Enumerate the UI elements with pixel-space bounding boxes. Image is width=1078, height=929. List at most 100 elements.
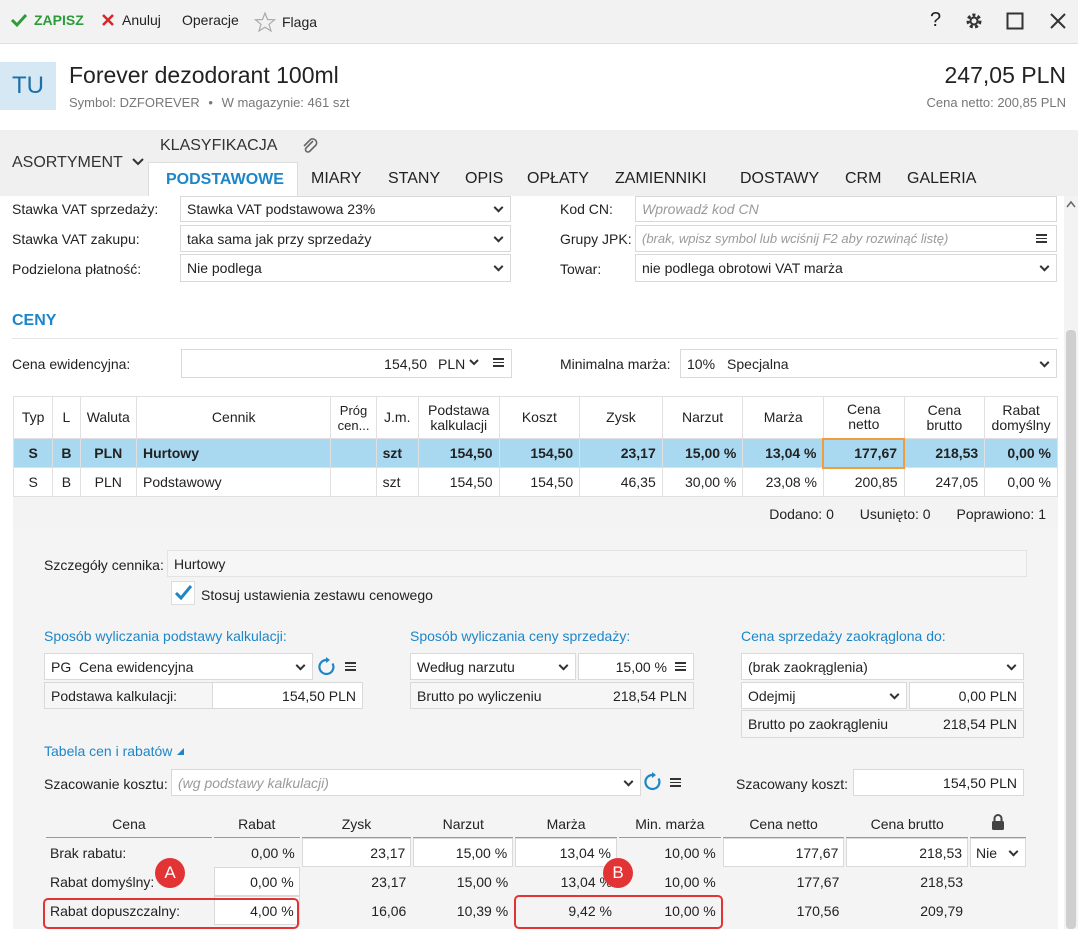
col-header[interactable]: Zysk [579,396,663,439]
rounding-amount-value: 0,00 PLN [958,687,1017,704]
tab-dostawy[interactable]: DOSTAWY [740,170,820,187]
cell-markup: 15,00 % [661,438,744,468]
cell-rebate[interactable]: 0,00 % [213,867,300,896]
menu-icon[interactable] [493,358,504,367]
menu-icon[interactable] [1036,234,1047,243]
tab-crm[interactable]: CRM [845,170,882,187]
tab-opis[interactable]: OPIS [465,170,504,187]
col-header[interactable]: Narzut [661,396,744,439]
collapse-arrow-icon [177,748,185,755]
cell-net-price[interactable]: 177,67 [722,838,845,867]
cell-markup[interactable]: 15,00 % [413,838,514,867]
col-header[interactable]: Podstawa kalkulacji [417,396,500,439]
scroll-up-icon[interactable] [1066,200,1076,208]
evidence-price-input[interactable]: 154,50 [181,349,512,378]
col-header: Narzut [413,810,514,838]
vat-sale-select[interactable]: Stawka VAT podstawowa 23% [180,196,511,222]
cn-code-placeholder: Wprowadź kod CN [642,201,759,217]
split-payment-select[interactable]: Nie podlega [180,254,511,282]
cell-margin[interactable]: 13,04 % [515,838,617,867]
tab-klasyfikacja[interactable]: KLASYFIKACJA [160,137,278,154]
calc-base-value: Cena ewidencyjna [79,658,194,675]
lock-select[interactable]: Nie [970,838,1026,867]
table-row[interactable]: S B PLN Podstawowy szt 154,50 154,50 46,… [12,467,1058,497]
rounding-amount-input[interactable]: 0,00 PLN [909,682,1024,709]
cost-estimate-select[interactable]: (wg podstawy kalkulacji) [171,769,641,796]
cell-l: B [52,467,81,497]
cn-code-input[interactable]: Wprowadź kod CN [635,196,1057,222]
col-header[interactable]: J.m. [375,396,419,439]
col-header[interactable]: Cennik [135,396,332,439]
col-header[interactable]: Próg cen... [330,396,377,439]
tab-zamienniki[interactable]: ZAMIENNIKI [615,170,707,187]
cancel-button[interactable]: Anuluj [100,12,161,28]
window-close-button[interactable] [1049,12,1067,30]
col-header[interactable]: L [52,396,81,439]
operations-button[interactable]: Operacje [182,12,239,28]
currency-select[interactable]: PLN [438,356,465,372]
sale-percent-input[interactable]: 15,00 % [578,653,694,680]
calc-base-select[interactable]: PG Cena ewidencyjna [44,653,313,680]
tab-oplaty[interactable]: OPŁATY [527,170,589,187]
col-header[interactable]: Marża [742,396,824,439]
rounding-select[interactable]: (brak zaokrąglenia) [741,653,1024,680]
added-label: Dodano: [769,506,823,522]
calc-base-amount[interactable]: 154,50 PLN [212,682,363,709]
menu-icon[interactable] [675,662,686,671]
tab-podstawowe[interactable]: PODSTAWOWE [148,162,298,196]
vat-buy-select[interactable]: taka sama jak przy sprzedaży [180,225,511,252]
tab-miary[interactable]: MIARY [311,170,362,187]
col-header[interactable]: Rabat domyślny [984,396,1058,439]
col-header[interactable]: Cena netto [822,396,905,439]
table-row[interactable]: S B PLN Hurtowy szt 154,50 154,50 23,17 … [12,437,1058,469]
scrollbar-thumb[interactable] [1066,330,1076,929]
cell-markup: 15,00 % [456,873,509,890]
col-header: Min. marża [618,810,721,838]
product-meta: Symbol: DZFOREVER • W magazynie: 461 szt [69,95,349,110]
cell-profit: 16,06 [371,902,407,919]
tab-galeria[interactable]: GALERIA [907,170,977,187]
rounding-op-select[interactable]: Odejmij [741,682,907,709]
refresh-icon[interactable] [643,772,663,792]
estimated-cost-input[interactable]: 154,50 PLN [853,769,1024,796]
cell-markup: 30,00 % [661,467,744,497]
help-button[interactable]: ? [930,9,941,32]
details-label: Szczegóły cennika: [44,557,164,573]
assortment-menu[interactable]: ASORTYMENT [12,154,145,172]
tab-stany[interactable]: STANY [388,170,441,187]
goods-select[interactable]: nie podlega obrotowi VAT marża [635,254,1057,282]
cell-gross-price[interactable]: 218,53 [846,838,969,867]
chevron-down-icon [623,776,634,787]
menu-icon[interactable] [345,662,356,671]
jpk-group-input[interactable]: (brak, wpisz symbol lub wciśnij F2 aby r… [635,225,1057,252]
menu-icon[interactable] [670,778,681,787]
settings-button[interactable] [964,11,984,31]
change-counters: Dodano: 0 Usunięto: 0 Poprawiono: 1 [769,506,1046,522]
vat-buy-value: taka sama jak przy sprzedaży [187,230,372,247]
cell-rebate[interactable]: 4,00 % [213,896,300,925]
cell-pricelist: Hurtowy [135,438,332,468]
maximize-button[interactable] [1006,12,1024,30]
cell-cost: 154,50 [498,467,581,497]
cell-profit[interactable]: 23,17 [301,838,412,867]
flag-button[interactable]: Flaga [254,12,317,32]
cell-threshold [330,438,377,468]
cell-net-price[interactable]: 177,67 [822,437,906,469]
min-margin-select[interactable]: 10% Specjalna [680,349,1057,378]
col-header[interactable]: Cena brutto [903,396,986,439]
col-header[interactable]: Typ [12,396,54,439]
rebate-table-toggle[interactable]: Tabela cen i rabatów [44,743,185,759]
col-header[interactable]: Koszt [498,396,581,439]
row-label: Rabat dopuszczalny: [50,902,180,919]
chevron-down-icon[interactable] [468,358,480,368]
cell-margin: 13,04 % [742,438,824,468]
paperclip-icon[interactable] [300,136,320,156]
col-header: Cena brutto [846,810,969,838]
refresh-icon[interactable] [317,657,337,677]
col-header[interactable]: Waluta [79,396,137,439]
apply-set-checkbox[interactable] [171,581,195,605]
chevron-down-icon [558,660,569,671]
lock-header[interactable] [970,810,1026,838]
sale-method-select[interactable]: Według narzutu [410,653,576,680]
save-button[interactable]: ZAPISZ [10,12,84,28]
